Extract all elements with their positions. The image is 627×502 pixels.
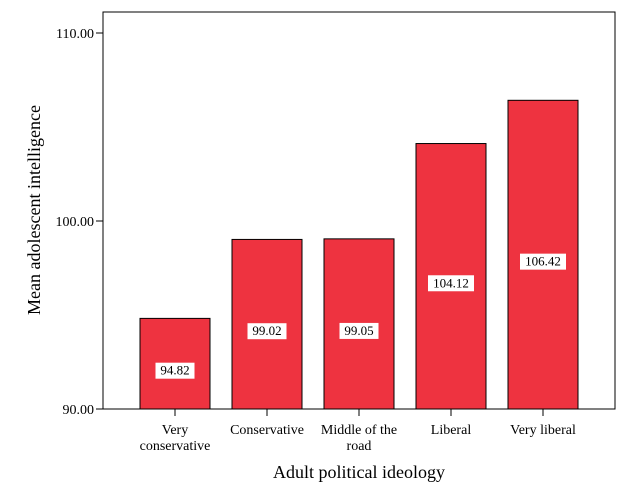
- y-axis-label: Mean adolescent intelligence: [24, 105, 44, 315]
- x-tick-label: Conservative: [230, 423, 304, 438]
- x-tick-label: Very liberal: [510, 423, 576, 438]
- y-tick-label: 90.00: [63, 403, 95, 418]
- data-label: 104.12: [433, 275, 469, 290]
- x-tick-label: Middle of the: [321, 423, 397, 438]
- data-label-bg: [247, 323, 287, 340]
- data-label-bg: [339, 322, 379, 339]
- y-tick-label: 110.00: [56, 27, 94, 42]
- data-label: 99.02: [252, 323, 281, 338]
- data-label-bg: [520, 253, 566, 270]
- x-tick-label: Liberal: [431, 423, 472, 438]
- data-label: 94.82: [160, 363, 189, 378]
- data-label-bg: [428, 275, 474, 292]
- data-label-bg: [155, 362, 195, 379]
- y-tick-label: 100.00: [56, 215, 95, 230]
- data-label: 106.42: [525, 254, 561, 269]
- x-axis-label: Adult political ideology: [273, 462, 445, 482]
- x-tick-label: road: [347, 439, 372, 454]
- data-label: 99.05: [344, 323, 373, 338]
- x-tick-label: Very: [162, 423, 188, 438]
- x-tick-label: conservative: [140, 439, 211, 454]
